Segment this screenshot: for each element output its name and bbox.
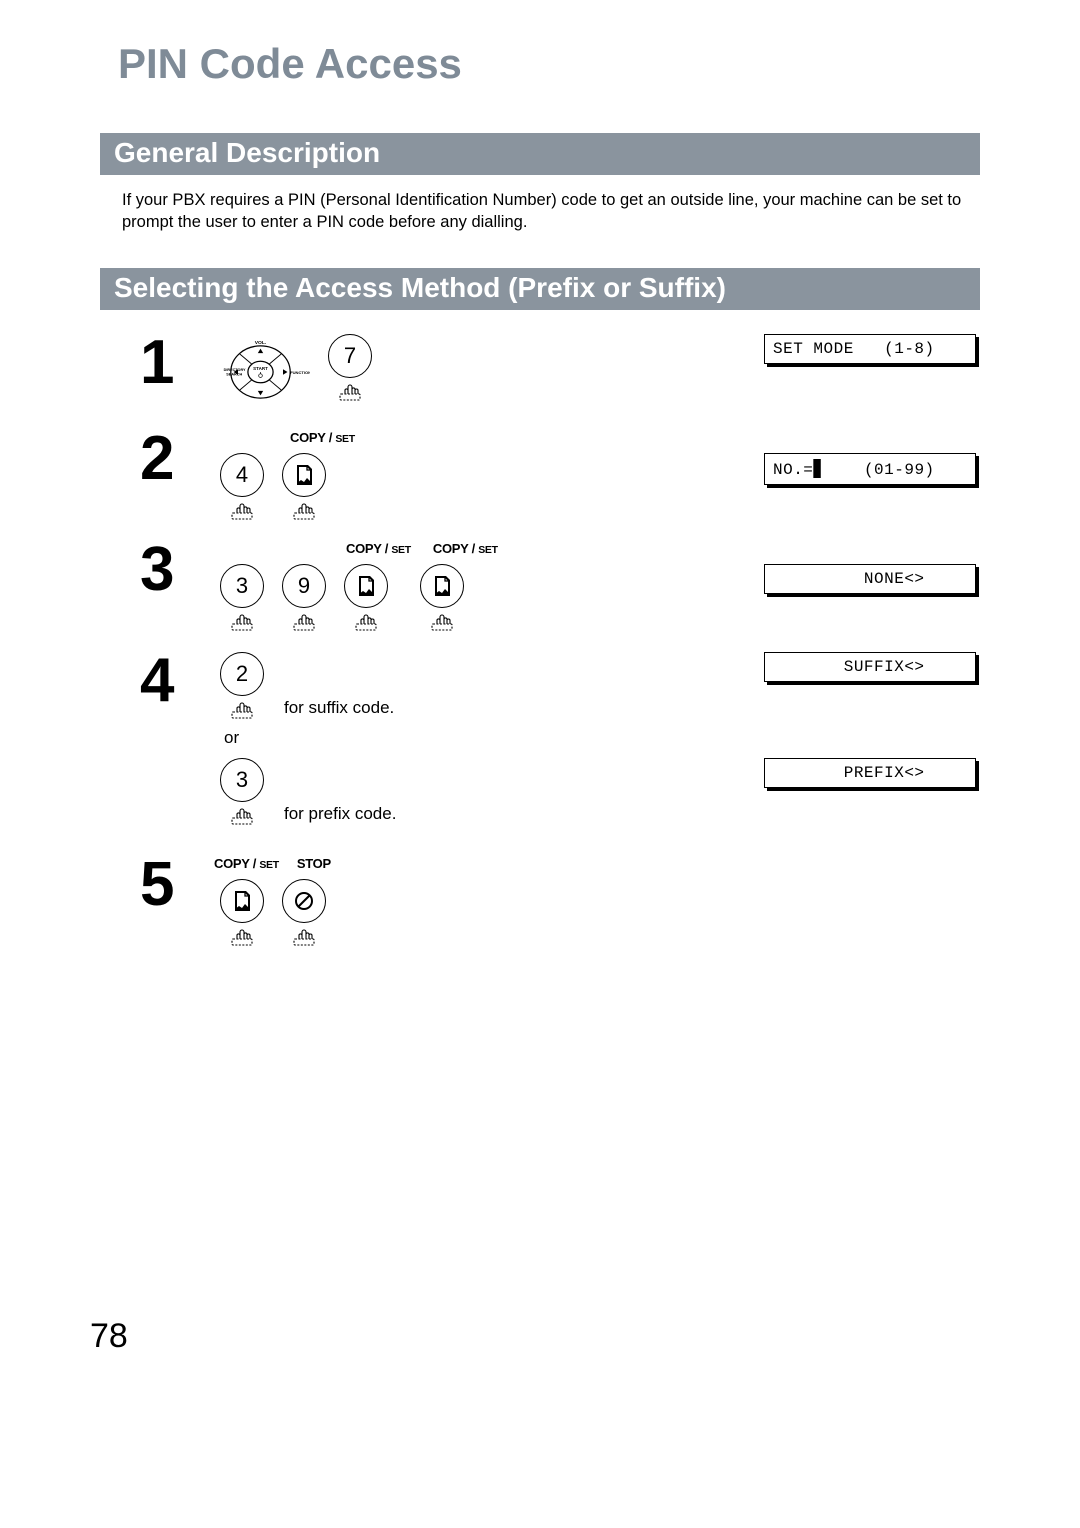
press-hand-icon (229, 610, 255, 632)
keycap: 7 (328, 334, 372, 378)
stop-icon (282, 879, 326, 923)
copy-set-label: COPY / SET (214, 856, 279, 871)
lcd-display: NO.=▊ (01-99) (764, 453, 976, 485)
page-title: PIN Code Access (118, 40, 980, 88)
keycap: 9 (282, 564, 326, 608)
lcd-display-prefix: PREFIX<> (764, 758, 976, 788)
press-hand-icon (291, 925, 317, 947)
press-hand-icon (229, 925, 255, 947)
section-heading-general: General Description (100, 133, 980, 175)
copy-set-label: COPY / SET (290, 430, 355, 445)
step-2: 2 COPY / SET 4 NO.=▊ (01-99) (140, 420, 980, 521)
step-5: 5 COPY / SET STOP (140, 846, 980, 947)
keycap: 3 (220, 758, 264, 802)
press-hand-icon (337, 380, 363, 402)
copy-set-label: COPY / SET (346, 541, 411, 556)
key-7: 7 (328, 334, 372, 402)
copy-set-key (344, 564, 388, 632)
step-1: 1 7 SET MODE (1-8) (140, 324, 980, 410)
step-number: 1 (140, 332, 220, 394)
keycap: 2 (220, 652, 264, 696)
copy-set-key (420, 564, 464, 632)
press-hand-icon (291, 499, 317, 521)
nav-dial-icon (220, 334, 310, 410)
press-hand-icon (291, 610, 317, 632)
general-description-text: If your PBX requires a PIN (Personal Ide… (122, 189, 970, 234)
press-hand-icon (429, 610, 455, 632)
steps-container: 1 7 SET MODE (1-8) 2 COPY / SET (140, 324, 980, 947)
section-heading-method: Selecting the Access Method (Prefix or S… (100, 268, 980, 310)
copy-set-key (220, 879, 264, 947)
key-2: 2 (220, 652, 264, 720)
press-hand-icon (353, 610, 379, 632)
page-number: 78 (90, 1317, 980, 1356)
press-hand-icon (229, 698, 255, 720)
press-hand-icon (229, 804, 255, 826)
keycap: 4 (220, 453, 264, 497)
key-4: 4 (220, 453, 264, 521)
step-number: 3 (140, 539, 220, 601)
keycap: 3 (220, 564, 264, 608)
document-icon (344, 564, 388, 608)
document-icon (220, 879, 264, 923)
step-number: 2 (140, 428, 220, 490)
lcd-display-suffix: SUFFIX<> (764, 652, 976, 682)
prefix-caption: for prefix code. (284, 804, 396, 824)
document-icon (282, 453, 326, 497)
copy-set-key (282, 453, 326, 521)
step-number: 4 (140, 650, 220, 712)
step-3: 3 COPY / SET COPY / SET 3 9 (140, 531, 980, 632)
key-3: 3 (220, 758, 264, 826)
stop-label: STOP (297, 856, 331, 871)
lcd-display: NONE<> (764, 564, 976, 594)
step-4: 4 2 for suffix code. or 3 (140, 642, 980, 826)
or-text: or (224, 728, 396, 748)
key-3: 3 (220, 564, 264, 632)
stop-key (282, 879, 326, 947)
key-9: 9 (282, 564, 326, 632)
document-icon (420, 564, 464, 608)
press-hand-icon (229, 499, 255, 521)
lcd-display: SET MODE (1-8) (764, 334, 976, 364)
copy-set-label: COPY / SET (433, 541, 498, 556)
suffix-caption: for suffix code. (284, 698, 394, 718)
step-number: 5 (140, 854, 220, 916)
